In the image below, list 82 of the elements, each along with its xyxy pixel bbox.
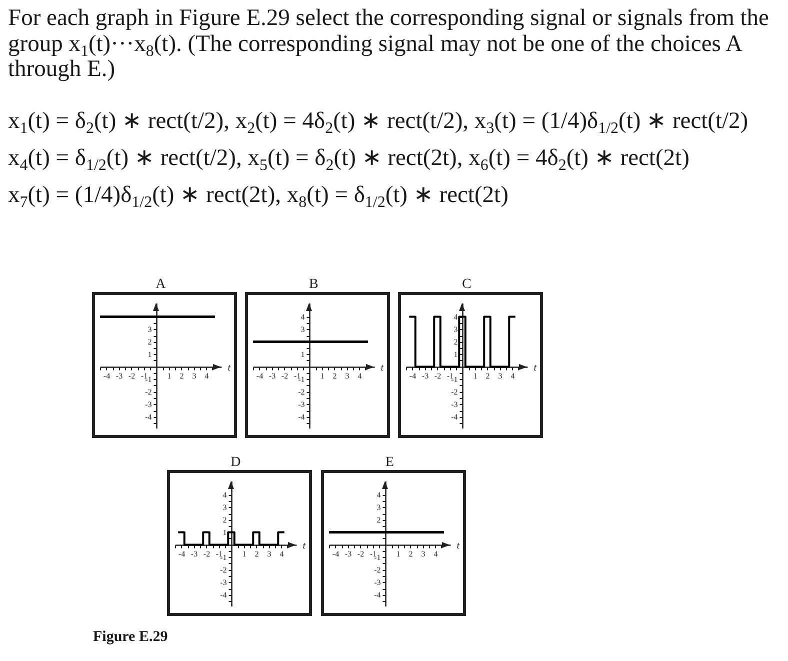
- y-tick-label: 2: [148, 337, 152, 346]
- x-tick-label: 4: [358, 371, 362, 380]
- chart-title: A: [156, 277, 167, 292]
- y-tick-label: 2: [454, 337, 458, 346]
- y-tick-label: 4: [222, 490, 227, 500]
- y-tick-label: 2: [222, 515, 227, 524]
- y-tick-label: -3: [298, 400, 305, 409]
- y-tick-label: -4: [451, 412, 458, 422]
- x-tick-label: -4: [178, 549, 186, 558]
- x-tick-label: 1: [473, 371, 478, 380]
- y-tick-label: 3: [148, 324, 152, 334]
- x-tick-label: 2: [486, 371, 490, 380]
- x-tick-label: -2: [128, 371, 136, 380]
- y-tick-label: 1: [148, 350, 152, 359]
- x-tick-label: -2: [357, 549, 364, 558]
- x-tick-label: 4: [280, 549, 284, 558]
- x-axis-title: t: [228, 362, 231, 374]
- y-tick-label: 1: [300, 350, 305, 359]
- y-tick-label: -4: [220, 590, 227, 600]
- y-tick-label: 4: [300, 312, 305, 322]
- x-tick-label: 1: [396, 549, 400, 558]
- x-tick-label: -4: [332, 549, 340, 558]
- x-tick-label: 3: [498, 371, 502, 380]
- y-tick-label: 3: [376, 502, 381, 512]
- y-tick-label: 1: [454, 350, 458, 359]
- y-tick-label: -2: [145, 387, 152, 396]
- y-tick-label: 3: [454, 324, 458, 334]
- y-tick-label: -2: [298, 387, 305, 396]
- y-tick-label: 2: [376, 515, 381, 524]
- x-tick-label: 4: [510, 371, 515, 380]
- chart-title: B: [308, 277, 318, 292]
- x-tick-label: -4: [103, 371, 110, 380]
- y-tick-label: 3: [222, 502, 227, 512]
- x-tick-label: 3: [421, 549, 426, 558]
- y-tick-label: -4: [298, 412, 305, 422]
- y-tick-label: -4: [374, 590, 381, 600]
- x-tick-label: 2: [254, 549, 259, 558]
- text: x$_{4}$(t) = δ$_{1/2}$(t) ∗ rect(t/2), x$_{5}$(t) = δ$_{2}$(t) ∗ rect(2t), x$_{6}$(t) = 4δ$_{2}$(t) ∗ rect(2t): [8, 144, 690, 174]
- text: For each graph in Figure E.29 select the corresponding signal or signals from the group x$_{1}$(t)···x$_{8}$(t). (The corresponding signal may not be one of the choices A through E.): [8, 5, 769, 82]
- x-tick-label: 1: [320, 371, 324, 380]
- x-tick-label: 2: [408, 549, 413, 558]
- x-tick-label: 3: [192, 371, 196, 380]
- text: Figure E.29: [93, 628, 168, 646]
- y-tick-label: -3: [145, 400, 152, 409]
- x-tick-label: -3: [422, 371, 429, 380]
- x-axis-title: t: [380, 362, 384, 374]
- x-tick-label: -2: [434, 371, 442, 380]
- x-tick-label: 1: [242, 549, 246, 558]
- x-tick-label: 3: [267, 549, 272, 558]
- x-tick-label: -3: [344, 549, 352, 558]
- chart-title: D: [230, 455, 241, 470]
- x-tick-label: 2: [180, 371, 184, 380]
- x-tick-label: -4: [256, 371, 264, 380]
- x-tick-label: 1: [167, 371, 172, 380]
- y-tick-label: -3: [451, 400, 458, 409]
- y-tick-label: -4: [145, 412, 152, 422]
- y-tick-label: -3: [220, 578, 227, 587]
- y-tick-label: 3: [300, 324, 305, 334]
- y-tick-label: -2: [451, 387, 458, 396]
- x-tick-label: -4: [409, 371, 416, 380]
- y-tick-label: 4: [376, 490, 381, 500]
- x-axis-title: t: [302, 540, 306, 552]
- text: x$_{1}$(t) = δ$_{2}$(t) ∗ rect(t/2), x$_{2}$(t) = 4δ$_{2}$(t) ∗ rect(t/2), x$_{3}$(t) = (1/4)δ$_{1/2}$(t) ∗ rect(t/2): [8, 108, 748, 136]
- x-axis-title: t: [456, 540, 460, 552]
- x-tick-label: 4: [204, 371, 209, 380]
- x-tick-label: -2: [203, 549, 210, 558]
- y-tick-label: -2: [220, 565, 227, 574]
- chart-title: E: [385, 455, 394, 470]
- x-tick-label: 4: [434, 549, 438, 558]
- y-tick-label: 1: [222, 528, 227, 537]
- y-tick-label: 4: [454, 312, 458, 322]
- x-tick-label: -3: [268, 371, 276, 380]
- y-tick-label: -3: [374, 578, 381, 587]
- text: x$_{7}$(t) = (1/4)δ$_{1/2}$(t) ∗ rect(2t), x$_{8}$(t) = δ$_{1/2}$(t) ∗ rect(2t): [8, 182, 508, 210]
- y-tick-label: -2: [374, 565, 381, 574]
- x-tick-label: -3: [190, 549, 198, 558]
- x-tick-label: 3: [345, 371, 350, 380]
- x-axis-title: t: [534, 362, 537, 374]
- x-tick-label: 2: [332, 371, 337, 380]
- x-tick-label: -3: [116, 371, 123, 380]
- x-tick-label: -2: [281, 371, 288, 380]
- chart-title: C: [462, 277, 472, 292]
